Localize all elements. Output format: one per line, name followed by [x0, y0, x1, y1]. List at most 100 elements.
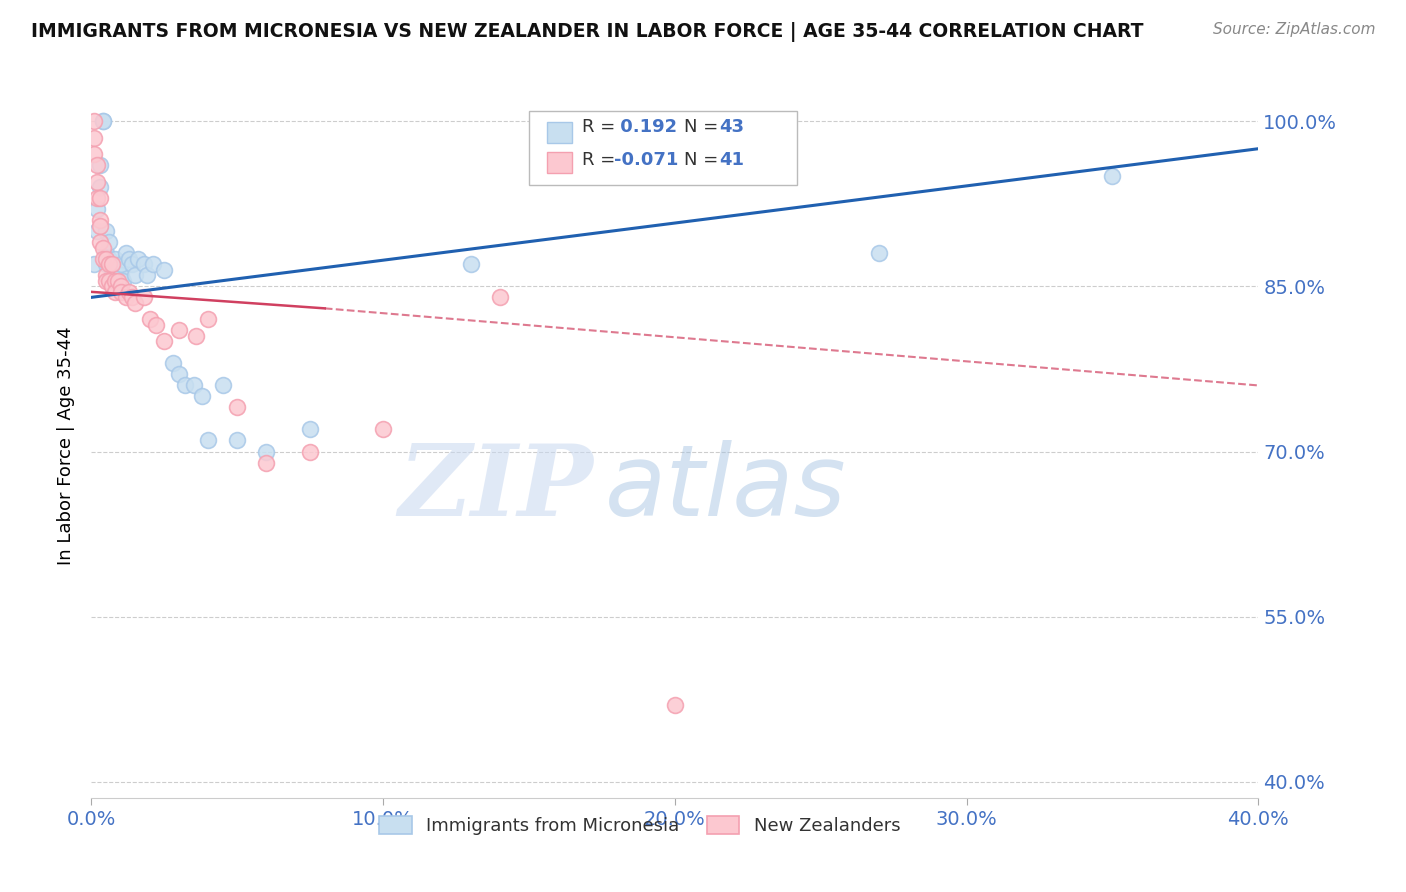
Point [162, 356, 184, 370]
Point [112, 274, 135, 288]
Point [94, 268, 117, 283]
Text: N =: N = [685, 151, 724, 169]
Point [94, 224, 117, 238]
Point [115, 290, 138, 304]
FancyBboxPatch shape [529, 112, 797, 186]
Point [153, 334, 176, 349]
Point [94, 252, 117, 266]
FancyBboxPatch shape [547, 153, 572, 173]
Text: 41: 41 [720, 151, 744, 169]
Point [83, 257, 105, 271]
Point [153, 262, 176, 277]
Point [197, 434, 219, 448]
Point [89, 158, 111, 172]
Point [91, 252, 114, 266]
Point [254, 456, 277, 470]
Text: Source: ZipAtlas.com: Source: ZipAtlas.com [1212, 22, 1375, 37]
Point [101, 257, 124, 271]
Point [86, 224, 108, 238]
Point [86, 175, 108, 189]
Point [127, 252, 149, 266]
Point [97, 257, 120, 271]
Point [183, 378, 205, 392]
Point [299, 444, 322, 458]
Point [868, 246, 890, 260]
Point [104, 285, 127, 299]
Point [489, 290, 512, 304]
Point [118, 285, 141, 299]
Point [101, 257, 124, 271]
Point [197, 312, 219, 326]
Point [89, 213, 111, 227]
Point [91, 114, 114, 128]
Point [89, 191, 111, 205]
Point [110, 257, 132, 271]
Text: R =: R = [582, 118, 620, 136]
Point [132, 257, 155, 271]
Point [135, 268, 157, 283]
Point [173, 378, 195, 392]
Point [145, 318, 167, 332]
Point [89, 180, 111, 194]
FancyBboxPatch shape [547, 122, 572, 143]
Point [460, 257, 482, 271]
Point [186, 329, 208, 343]
Point [104, 274, 127, 288]
Point [107, 279, 129, 293]
Point [121, 290, 143, 304]
Point [167, 368, 190, 382]
Text: N =: N = [685, 118, 724, 136]
Point [104, 262, 127, 277]
Point [167, 323, 190, 337]
Point [97, 252, 120, 266]
Point [86, 202, 108, 217]
Point [191, 389, 214, 403]
Point [107, 262, 129, 277]
Point [86, 191, 108, 205]
Point [110, 279, 132, 293]
Point [371, 422, 394, 436]
Point [1101, 169, 1123, 184]
Y-axis label: In Labor Force | Age 35-44: In Labor Force | Age 35-44 [56, 326, 75, 566]
Point [91, 114, 114, 128]
Point [83, 130, 105, 145]
Text: IMMIGRANTS FROM MICRONESIA VS NEW ZEALANDER IN LABOR FORCE | AGE 35-44 CORRELATI: IMMIGRANTS FROM MICRONESIA VS NEW ZEALAN… [31, 22, 1143, 42]
Point [94, 274, 117, 288]
Point [94, 246, 117, 260]
Point [115, 246, 138, 260]
Point [299, 422, 322, 436]
Point [211, 378, 233, 392]
Legend: Immigrants from Micronesia, New Zealanders: Immigrants from Micronesia, New Zealande… [373, 808, 907, 842]
Point [107, 274, 129, 288]
Point [254, 444, 277, 458]
Point [97, 235, 120, 250]
Point [664, 698, 686, 712]
Point [226, 434, 249, 448]
Point [97, 274, 120, 288]
Point [142, 257, 165, 271]
Point [110, 268, 132, 283]
Point [83, 114, 105, 128]
Point [89, 219, 111, 233]
Point [138, 312, 162, 326]
Point [86, 158, 108, 172]
Point [118, 252, 141, 266]
Point [91, 241, 114, 255]
Text: -0.071: -0.071 [614, 151, 679, 169]
Point [89, 235, 111, 250]
Point [124, 296, 146, 310]
Text: ZIP: ZIP [398, 440, 593, 536]
Point [94, 257, 117, 271]
Point [121, 257, 143, 271]
Text: 43: 43 [720, 118, 744, 136]
Point [124, 268, 146, 283]
Text: R =: R = [582, 151, 620, 169]
Text: 0.192: 0.192 [614, 118, 678, 136]
Point [101, 268, 124, 283]
Point [110, 285, 132, 299]
Text: atlas: atlas [605, 440, 846, 537]
Point [83, 147, 105, 161]
Point [101, 279, 124, 293]
Point [226, 401, 249, 415]
Point [132, 290, 155, 304]
